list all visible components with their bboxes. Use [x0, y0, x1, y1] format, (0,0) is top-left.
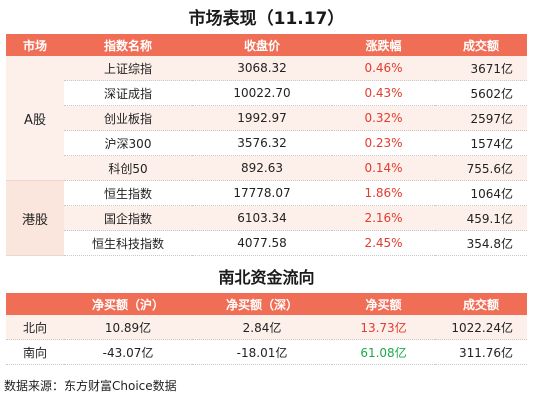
table-header-row: 市场 指数名称 收盘价 涨跌幅 成交额	[6, 34, 527, 56]
table-row: 港股 恒生指数 17778.07 1.86% 1064亿	[6, 180, 527, 256]
change-percent: 0.14%	[332, 155, 435, 181]
change-percent: 0.23%	[332, 130, 435, 156]
turnover: 354.8亿	[435, 230, 527, 256]
turnover: 1022.24亿	[435, 315, 527, 340]
index-name: 恒生科技指数	[64, 230, 192, 256]
close-price: 3576.32	[192, 130, 332, 156]
turnover: 311.76亿	[435, 339, 527, 365]
table-row: 恒生科技指数 4077.58 2.45% 354.8亿	[6, 230, 527, 256]
table-row: 科创50 892.63 0.14% 755.6亿	[6, 155, 527, 181]
index-name: 科创50	[64, 155, 192, 181]
change-percent: 1.86%	[332, 180, 435, 206]
table-row: A股 上证综指 3068.32 0.46% 3671亿	[6, 56, 527, 181]
close-price: 1992.97	[192, 105, 332, 131]
close-price: 17778.07	[192, 180, 332, 206]
header-direction	[6, 293, 64, 315]
change-percent: 0.32%	[332, 105, 435, 131]
header-market: 市场	[6, 34, 64, 56]
turnover: 3671亿	[435, 56, 527, 81]
header-index-name: 指数名称	[64, 34, 192, 56]
net-buy: 13.73亿	[332, 315, 435, 340]
net-buy-sh: 10.89亿	[64, 315, 192, 340]
change-percent: 2.45%	[332, 230, 435, 256]
close-price: 10022.70	[192, 80, 332, 106]
header-turnover: 成交额	[435, 293, 527, 315]
header-net-buy: 净买额	[332, 293, 435, 315]
change-percent: 0.46%	[332, 56, 435, 81]
capital-flow-table: 净买额（沪） 净买额（深） 净买额 成交额 北向 10.89亿 2.84亿 13…	[6, 293, 527, 365]
header-net-buy-sh: 净买额（沪）	[64, 293, 192, 315]
net-buy-sz: -18.01亿	[192, 339, 332, 365]
table-row: 沪深300 3576.32 0.23% 1574亿	[6, 130, 527, 156]
close-price: 892.63	[192, 155, 332, 181]
turnover: 755.6亿	[435, 155, 527, 181]
close-price: 6103.34	[192, 205, 332, 231]
index-name: 沪深300	[64, 130, 192, 156]
index-name: 国企指数	[64, 205, 192, 231]
table-row: 创业板指 1992.97 0.32% 2597亿	[6, 105, 527, 131]
turnover: 2597亿	[435, 105, 527, 131]
turnover: 1574亿	[435, 130, 527, 156]
flow-direction: 南向	[6, 339, 64, 365]
table-row: 国企指数 6103.34 2.16% 459.1亿	[6, 205, 527, 231]
table-row: 南向 -43.07亿 -18.01亿 61.08亿 311.76亿	[6, 339, 527, 365]
change-percent: 2.16%	[332, 205, 435, 231]
header-change: 涨跌幅	[332, 34, 435, 56]
data-source-note: 数据来源：东方财富Choice数据	[4, 379, 177, 393]
table-row: 北向 10.89亿 2.84亿 13.73亿 1022.24亿	[6, 315, 527, 340]
header-net-buy-sz: 净买额（深）	[192, 293, 332, 315]
table-header-row: 净买额（沪） 净买额（深） 净买额 成交额	[6, 293, 527, 315]
index-name: 上证综指	[64, 56, 192, 81]
header-close: 收盘价	[192, 34, 332, 56]
close-price: 4077.58	[192, 230, 332, 256]
capital-flow-title: 南北资金流向	[218, 268, 315, 287]
market-performance-table: 市场 指数名称 收盘价 涨跌幅 成交额 A股 上证综指 3068.32 0.46…	[6, 34, 527, 256]
index-name: 创业板指	[64, 105, 192, 131]
flow-direction: 北向	[6, 315, 64, 340]
table-row: 深证成指 10022.70 0.43% 5602亿	[6, 80, 527, 106]
close-price: 3068.32	[192, 56, 332, 81]
net-buy-sh: -43.07亿	[64, 339, 192, 365]
net-buy: 61.08亿	[332, 339, 435, 365]
net-buy-sz: 2.84亿	[192, 315, 332, 340]
turnover: 1064亿	[435, 180, 527, 206]
turnover: 459.1亿	[435, 205, 527, 231]
header-turnover: 成交额	[435, 34, 527, 56]
market-label-a-share: A股	[6, 56, 64, 181]
index-name: 恒生指数	[64, 180, 192, 206]
turnover: 5602亿	[435, 80, 527, 106]
market-performance-title: 市场表现（11.17）	[188, 9, 345, 29]
change-percent: 0.43%	[332, 80, 435, 106]
market-label-hk-share: 港股	[6, 180, 64, 256]
index-name: 深证成指	[64, 80, 192, 106]
